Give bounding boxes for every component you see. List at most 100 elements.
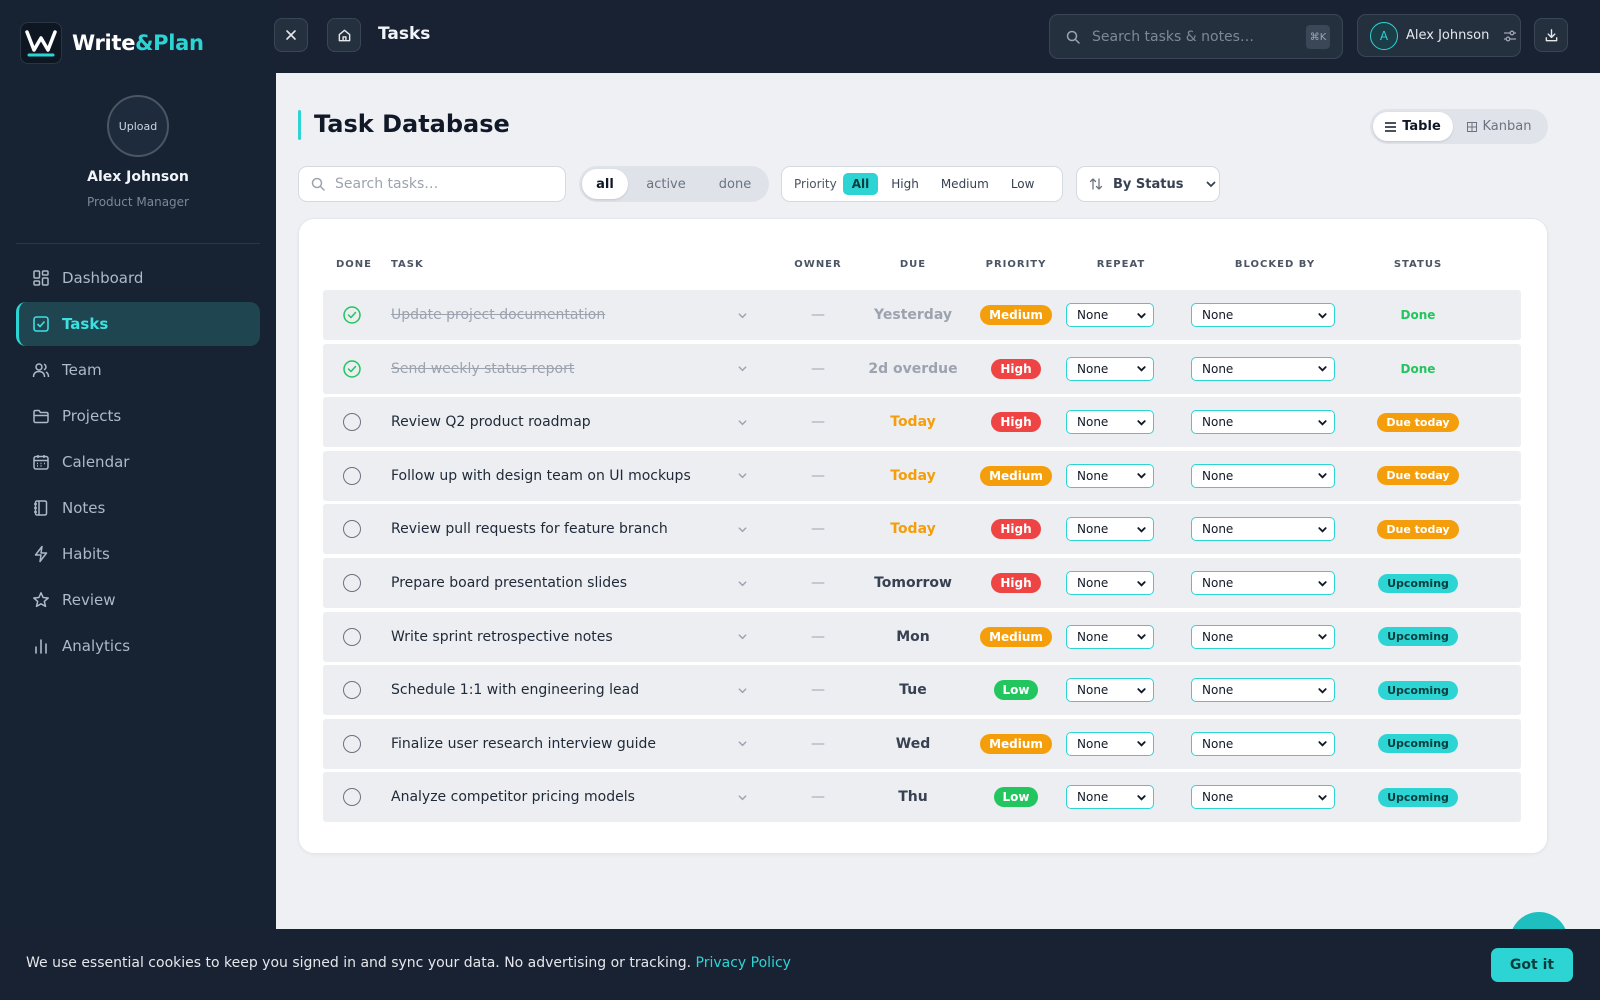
avatar-upload-button[interactable]: Upload [107,95,169,157]
expand-row-button[interactable] [737,451,757,501]
global-search-input[interactable]: Search tasks & notes… ⌘K [1049,14,1343,59]
owner-cell[interactable]: — [783,665,853,715]
blocked-by-select[interactable]: None [1191,558,1335,608]
sidebar-item-team[interactable]: Team [16,348,260,392]
blocked-by-select[interactable]: None [1191,719,1335,769]
filter-all-button[interactable]: all [582,169,628,199]
view-table-button[interactable]: Table [1373,112,1453,141]
sidebar-item-dashboard[interactable]: Dashboard [16,256,260,300]
owner-cell[interactable]: — [783,451,853,501]
sidebar-item-habits[interactable]: Habits [16,532,260,576]
priority-medium-button[interactable]: Medium [940,177,989,191]
done-checkbox[interactable] [343,665,363,715]
task-search-input[interactable]: Search tasks… [298,166,566,202]
sidebar-item-projects[interactable]: Projects [16,394,260,438]
sidebar-item-notes[interactable]: Notes [16,486,260,530]
blocked-by-select[interactable]: None [1191,612,1335,662]
home-button[interactable] [327,18,361,52]
owner-cell[interactable]: — [783,344,853,394]
user-menu-button[interactable]: A Alex Johnson [1357,14,1521,57]
repeat-select[interactable]: None [1066,397,1154,447]
done-checkbox[interactable] [343,772,363,822]
done-checkbox[interactable] [343,558,363,608]
privacy-policy-link[interactable]: Privacy Policy [695,955,791,971]
priority-cell[interactable]: Medium [956,719,1076,769]
sidebar-item-review[interactable]: Review [16,578,260,622]
owner-cell[interactable]: — [783,612,853,662]
blocked-by-select[interactable]: None [1191,290,1335,340]
done-checkbox[interactable] [343,719,363,769]
task-cell[interactable]: Update project documentation [391,290,731,340]
sidebar-item-calendar[interactable]: Calendar [16,440,260,484]
priority-cell[interactable]: High [956,558,1076,608]
task-cell[interactable]: Schedule 1:1 with engineering lead [391,665,731,715]
sort-dropdown[interactable]: By Status [1076,166,1220,202]
priority-cell[interactable]: Medium [956,451,1076,501]
repeat-select[interactable]: None [1066,772,1154,822]
expand-row-button[interactable] [737,772,757,822]
priority-cell[interactable]: Low [956,665,1076,715]
repeat-select[interactable]: None [1066,504,1154,554]
repeat-select[interactable]: None [1066,290,1154,340]
priority-cell[interactable]: Medium [956,290,1076,340]
repeat-select[interactable]: None [1066,612,1154,662]
download-button[interactable] [1534,18,1568,52]
expand-row-button[interactable] [737,719,757,769]
blocked-by-select[interactable]: None [1191,772,1335,822]
priority-cell[interactable]: High [956,344,1076,394]
done-checkbox[interactable] [343,344,363,394]
priority-low-button[interactable]: Low [1010,177,1035,191]
expand-row-button[interactable] [737,344,757,394]
brand[interactable]: Write&Plan [20,22,204,64]
sidebar-item-tasks[interactable]: Tasks [16,302,260,346]
priority-high-button[interactable]: High [891,177,919,191]
owner-cell[interactable]: — [783,290,853,340]
repeat-select[interactable]: None [1066,665,1154,715]
filter-active-button[interactable]: active [646,176,686,192]
done-checkbox[interactable] [343,504,363,554]
task-cell[interactable]: Analyze competitor pricing models [391,772,731,822]
task-cell[interactable]: Send weekly status report [391,344,731,394]
priority-cell[interactable]: High [956,504,1076,554]
repeat-select[interactable]: None [1066,558,1154,608]
priority-cell[interactable]: Medium [956,612,1076,662]
owner-cell[interactable]: — [783,504,853,554]
expand-row-button[interactable] [737,397,757,447]
done-checkbox[interactable] [343,397,363,447]
repeat-select[interactable]: None [1066,451,1154,501]
expand-row-button[interactable] [737,612,757,662]
task-cell[interactable]: Write sprint retrospective notes [391,612,731,662]
blocked-by-select[interactable]: None [1191,451,1335,501]
task-cell[interactable]: Follow up with design team on UI mockups [391,451,731,501]
blocked-by-select[interactable]: None [1191,344,1335,394]
sidebar-item-analytics[interactable]: Analytics [16,624,260,668]
expand-row-button[interactable] [737,558,757,608]
blocked-by-select[interactable]: None [1191,397,1335,447]
done-checkbox[interactable] [343,612,363,662]
priority-cell[interactable]: High [956,397,1076,447]
blocked-by-select[interactable]: None [1191,504,1335,554]
task-cell[interactable]: Finalize user research interview guide [391,719,731,769]
priority-all-button[interactable]: All [842,173,879,195]
owner-cell[interactable]: — [783,558,853,608]
owner-cell[interactable]: — [783,397,853,447]
owner-cell[interactable]: — [783,772,853,822]
task-cell[interactable]: Review pull requests for feature branch [391,504,731,554]
task-cell[interactable]: Prepare board presentation slides [391,558,731,608]
expand-row-button[interactable] [737,665,757,715]
done-checkbox[interactable] [343,290,363,340]
view-kanban-button[interactable]: Kanban [1453,112,1545,141]
filter-done-button[interactable]: done [718,176,752,192]
repeat-select[interactable]: None [1066,719,1154,769]
close-sidebar-button[interactable] [274,18,308,52]
task-cell[interactable]: Review Q2 product roadmap [391,397,731,447]
repeat-select[interactable]: None [1066,344,1154,394]
priority-cell[interactable]: Low [956,772,1076,822]
blocked-by-select[interactable]: None [1191,665,1335,715]
accept-cookies-button[interactable]: Got it [1491,948,1573,982]
owner-cell[interactable]: — [783,719,853,769]
expand-row-button[interactable] [737,504,757,554]
expand-row-button[interactable] [737,290,757,340]
done-checkbox[interactable] [343,451,363,501]
blocked-by-value: None [1202,736,1234,751]
